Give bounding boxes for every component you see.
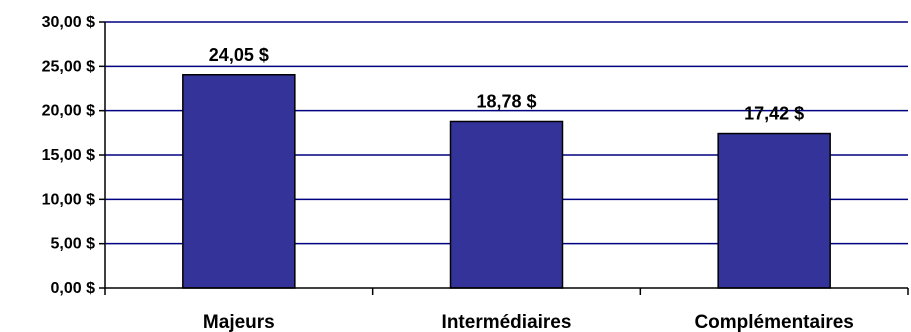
y-tick-label: 10,00 $	[42, 191, 95, 208]
data-label: 17,42 $	[744, 104, 804, 124]
x-axis-ticks: Majeurs Intermédiaires Complémentaires	[104, 288, 909, 332]
y-tick-label: 15,00 $	[42, 147, 95, 164]
bar	[182, 74, 296, 289]
bars	[182, 74, 831, 289]
bar	[717, 132, 831, 289]
y-tick-label: 20,00 $	[42, 103, 95, 120]
y-tick-label: 5,00 $	[51, 236, 96, 253]
y-tick-label: 0,00 $	[51, 280, 96, 297]
x-tick-label: Complémentaires	[694, 312, 853, 332]
x-tick-label: Majeurs	[203, 312, 275, 332]
y-tick-label: 25,00 $	[42, 58, 95, 75]
data-labels: 24,05 $ 18,78 $ 17,42 $	[209, 45, 804, 124]
x-tick-label: Intermédiaires	[442, 312, 572, 332]
bar	[449, 120, 564, 289]
y-axis-ticks: 0,00 $ 5,00 $ 10,00 $ 15,00 $ 20,00 $ 25,00 $…	[42, 14, 105, 297]
data-label: 24,05 $	[209, 45, 269, 65]
data-label: 18,78 $	[476, 91, 536, 111]
y-tick-label: 30,00 $	[42, 14, 95, 31]
